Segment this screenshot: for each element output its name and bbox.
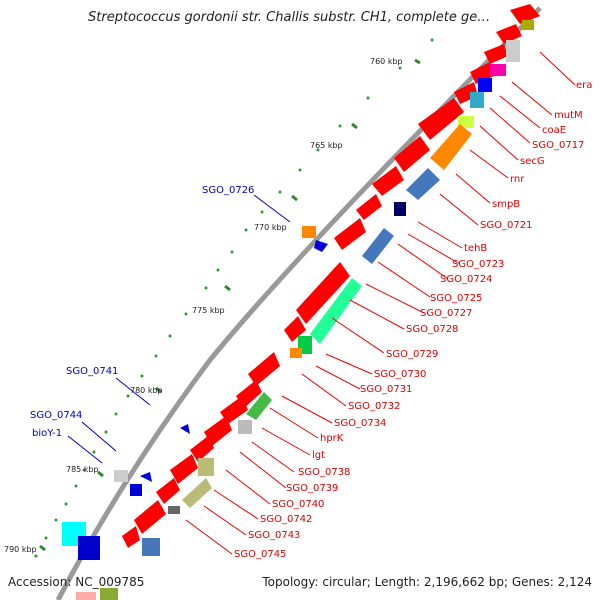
gene-label-mutM: mutM: [554, 110, 583, 121]
genome-summary: Topology: circular; Length: 2,196,662 bp…: [262, 575, 592, 589]
map-title: Streptococcus gordonii str. Challis subs…: [88, 10, 491, 25]
gene-label-lgt: lgt: [312, 450, 325, 461]
gene-label-coaE: coaE: [542, 125, 566, 136]
gene-label-SGO_0726: SGO_0726: [202, 185, 254, 196]
tick-marks: [39, 58, 421, 552]
gene-label-SGO_0724: SGO_0724: [440, 274, 492, 285]
forward-strand-features: [122, 4, 540, 548]
gene-label-bioY-1: bioY-1: [32, 428, 62, 439]
gene-label-SGO_0740: SGO_0740: [272, 499, 324, 510]
gene-label-smpB: smpB: [492, 199, 520, 210]
colored-gene-blocks: [76, 20, 534, 600]
gene-label-SGO_0734: SGO_0734: [334, 418, 386, 429]
gene-label-SGO_0745: SGO_0745: [234, 549, 286, 560]
tick-label: 760 kbp: [370, 57, 403, 66]
tick-label: 790 kbp: [4, 545, 37, 554]
tick-label: 765 kbp: [310, 141, 343, 150]
tick-label: 780 kbp: [130, 386, 163, 395]
gene-label-SGO_0725: SGO_0725: [430, 293, 482, 304]
gene-labels-left: SGO_0726 SGO_0741 SGO_0744 bioY-1: [30, 185, 254, 439]
gene-labels-right: era mutM coaE SGO_0717 secG rnr smpB SGO…: [234, 80, 592, 560]
gene-label-era: era: [576, 80, 592, 91]
gene-label-SGO_0738: SGO_0738: [298, 467, 350, 478]
gene-label-SGO_0742: SGO_0742: [260, 514, 312, 525]
gene-label-SGO_0723: SGO_0723: [452, 259, 504, 270]
gene-label-SGO_0741: SGO_0741: [66, 366, 118, 377]
gene-label-SGO_0731: SGO_0731: [360, 384, 412, 395]
gene-label-SGO_0730: SGO_0730: [374, 369, 426, 380]
gene-label-SGO_0739: SGO_0739: [286, 483, 338, 494]
tick-label: 785 kbp: [66, 465, 99, 474]
outer-dotted-ring: [34, 38, 434, 558]
tick-label: 775 kbp: [192, 306, 225, 315]
leader-lines: [185, 51, 576, 555]
reverse-strand-features: [62, 226, 328, 560]
gene-label-rnr: rnr: [510, 174, 525, 185]
leader-lines-blue: [67, 194, 291, 464]
gene-label-SGO_0743: SGO_0743: [248, 530, 300, 541]
accession-text: Accession: NC_009785: [8, 575, 145, 589]
tick-label: 770 kbp: [254, 223, 287, 232]
gene-label-hprK: hprK: [320, 433, 344, 444]
gene-label-SGO_0729: SGO_0729: [386, 349, 438, 360]
gene-label-SGO_0727: SGO_0727: [420, 308, 472, 319]
gene-label-tehB: tehB: [464, 243, 487, 254]
gene-label-SGO_0744: SGO_0744: [30, 410, 82, 421]
gene-label-SGO_0721: SGO_0721: [480, 220, 532, 231]
gene-label-SGO_0732: SGO_0732: [348, 401, 400, 412]
gene-label-SGO_0728: SGO_0728: [406, 324, 458, 335]
genome-backbone: [55, 6, 542, 600]
gene-label-secG: secG: [520, 156, 545, 167]
gene-label-SGO_0717: SGO_0717: [532, 140, 584, 151]
